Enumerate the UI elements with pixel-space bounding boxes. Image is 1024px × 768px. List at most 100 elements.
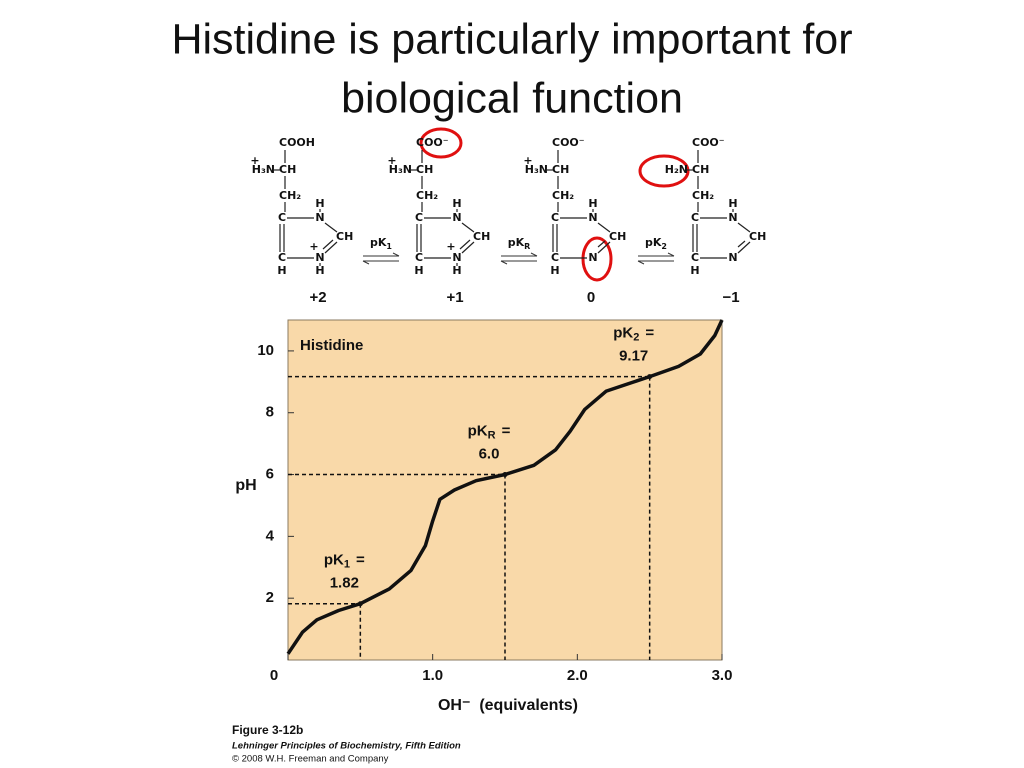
equilibrium-label: pKR (508, 236, 531, 251)
pk-label: pK (508, 236, 525, 249)
atom-label: + (309, 240, 318, 253)
atom-label: CH (609, 230, 626, 243)
atom-label: H (315, 197, 324, 210)
atom-label: COO⁻ (416, 136, 449, 149)
annotation: pK2 = (613, 325, 654, 344)
atom-label: COO⁻ (692, 136, 725, 149)
bond (597, 241, 611, 254)
atom-label: H₂N (665, 163, 688, 176)
bond (737, 222, 751, 233)
arrow-head (637, 260, 645, 265)
pk-point (647, 374, 653, 380)
book-title: Lehninger Principles of Biochemistry, Fi… (232, 741, 461, 752)
slide-title: biological function (341, 74, 683, 122)
atom-label: + (250, 154, 259, 167)
annotation-label: pK (468, 423, 488, 440)
atom-label: N (452, 251, 461, 264)
net-charge: +2 (309, 289, 326, 306)
atom-label: CH (279, 163, 296, 176)
x-axis-label: OH⁻ (equivalents) (438, 697, 578, 714)
figure-label: Figure 3-12b (232, 723, 303, 737)
atom-label: N (315, 211, 324, 224)
copyright: © 2008 W.H. Freeman and Company (232, 754, 389, 765)
atom-label: C (691, 251, 699, 264)
annotation-subscript: 2 (633, 331, 639, 343)
arrow-head (500, 260, 508, 265)
atom-label: H (728, 197, 737, 210)
atom-label: C (551, 251, 559, 264)
atom-label: COOH (279, 136, 315, 149)
atom-label: H (277, 264, 286, 277)
chart-title: Histidine (300, 337, 363, 354)
y-tick-label: 8 (266, 404, 274, 421)
bond (737, 240, 746, 248)
atom-label: C (551, 211, 559, 224)
highlight-circle (581, 236, 613, 282)
atom-label: H₃N (389, 163, 412, 176)
pk-subscript: R (524, 242, 530, 251)
atom-label: C (278, 251, 286, 264)
annotation: pK1 = (324, 552, 365, 571)
atom-label: N (315, 251, 324, 264)
annotation-value: 9.17 (619, 348, 648, 365)
atom-label: + (523, 154, 532, 167)
annotation-suffix: = (356, 552, 365, 569)
bond (461, 222, 475, 233)
annotation-label: pK (613, 325, 633, 342)
atom-label: CH₂ (552, 189, 574, 202)
atom-label: H (452, 197, 461, 210)
atom-label: C (691, 211, 699, 224)
atom-label: H (414, 264, 423, 277)
arrow-head (392, 252, 400, 257)
atom-label: C (415, 211, 423, 224)
highlight-circle (638, 154, 690, 188)
titration-curve (286, 319, 724, 655)
bond (324, 222, 338, 233)
atom-label: H₃N (525, 163, 548, 176)
atom-label: + (387, 154, 396, 167)
x-tick-label: 1.0 (422, 667, 443, 684)
atom-label: CH (749, 230, 766, 243)
equilibrium-label: pK2 (645, 236, 667, 251)
pk-label: pK (370, 236, 387, 249)
net-charge: 0 (587, 289, 595, 306)
y-tick-label: 2 (266, 589, 274, 606)
net-charge: −1 (722, 289, 739, 306)
x-tick-label: 2.0 (567, 667, 588, 684)
bond (597, 222, 611, 233)
atom-label: CH (473, 230, 490, 243)
arrow-head (667, 252, 675, 257)
pk-point (502, 472, 508, 478)
pk-subscript: 2 (661, 242, 667, 251)
pk-label: pK (645, 236, 662, 249)
atom-label: + (446, 240, 455, 253)
annotation-suffix: = (645, 325, 654, 342)
atom-label: N (588, 211, 597, 224)
atom-label: C (278, 211, 286, 224)
bond (737, 241, 751, 254)
bond (322, 239, 334, 250)
net-charge: +1 (446, 289, 463, 306)
y-tick-label: 10 (257, 342, 274, 359)
bond (324, 241, 338, 254)
annotation-value: 1.82 (330, 575, 359, 592)
pk-subscript: 1 (386, 242, 392, 251)
atom-label: H (452, 264, 461, 277)
atom-label: COO⁻ (552, 136, 585, 149)
atom-label: N (728, 251, 737, 264)
atom-label: N (588, 251, 597, 264)
atom-label: N (452, 211, 461, 224)
x-tick-label: 0 (270, 667, 278, 684)
atom-label: CH₂ (692, 189, 714, 202)
atom-label: CH (416, 163, 433, 176)
atom-label: CH₂ (279, 189, 301, 202)
atom-label: H₃N (252, 163, 275, 176)
annotation-suffix: = (502, 423, 511, 440)
annotation-subscript: R (488, 429, 496, 441)
arrow-head (362, 260, 370, 265)
x-tick-label: 3.0 (712, 667, 733, 684)
annotation: pKR = (468, 423, 511, 442)
y-tick-label: 4 (266, 527, 275, 544)
bond (459, 239, 471, 250)
